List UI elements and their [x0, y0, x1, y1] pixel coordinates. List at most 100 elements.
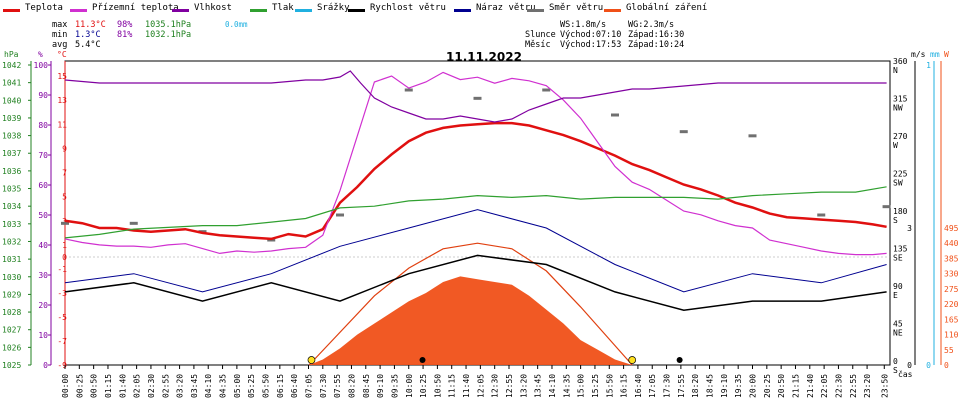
time-tick-label: 02:55	[161, 374, 170, 398]
time-tick-label: 10:50	[433, 374, 442, 398]
pressure-tick-label: 1033	[2, 220, 21, 229]
time-tick-label: 17:55	[677, 374, 686, 398]
humidity-tick-label: 50	[38, 211, 48, 220]
time-tick-label: 05:25	[247, 374, 256, 398]
pressure-tick-label: 1037	[2, 149, 21, 158]
wind-dir-tick-label: 0	[893, 357, 898, 366]
temperature-tick-label: 13	[57, 96, 67, 105]
temperature-tick-label: -3	[57, 289, 67, 298]
axis-header-ms: m/s	[911, 50, 926, 59]
humidity-tick-label: 10	[38, 331, 48, 340]
stat-sunset: Západ:16:30	[628, 30, 685, 40]
pressure-tick-label: 1028	[2, 308, 21, 317]
stat-moon-label: Měsíc	[525, 40, 551, 50]
time-tick-label: 22:30	[834, 374, 843, 398]
time-tick-label: 14:35	[562, 374, 571, 398]
legend-label: Srážky	[317, 3, 350, 13]
wind-dir-tick-label: 45	[893, 320, 903, 329]
wind-dir-point	[748, 134, 757, 138]
wind-dir-tick-label: 315	[893, 95, 908, 104]
wind-dir-tick-label: SE	[893, 254, 903, 263]
pressure-tick-label: 1029	[2, 290, 21, 299]
humidity-tick-label: 30	[38, 271, 48, 280]
wind-dir-point	[129, 221, 138, 225]
pressure-tick-label: 1042	[2, 61, 21, 70]
temperature-tick-label: -9	[57, 361, 67, 370]
time-tick-label: 19:35	[734, 374, 743, 398]
pressure-tick-label: 1041	[2, 79, 21, 88]
wind-dir-tick-label: NW	[893, 104, 903, 113]
wind-dir-point	[404, 88, 413, 92]
time-tick-label: 12:05	[476, 374, 485, 398]
wind-dir-point	[611, 113, 619, 117]
wind-dir-tick-label: NE	[893, 329, 903, 338]
time-tick-label: 17:30	[663, 374, 672, 398]
wind-dir-point	[336, 213, 344, 217]
time-tick-label: 10:25	[419, 374, 428, 398]
time-tick-label: 20:50	[777, 374, 786, 398]
legend-label: Směr větru	[549, 3, 604, 13]
stat-min-label: min	[52, 30, 68, 40]
wind-dir-tick-label: 270	[893, 132, 908, 141]
wind-dir-point	[542, 88, 551, 92]
stat-max-label: max	[52, 20, 68, 30]
time-tick-label: 02:30	[147, 374, 156, 398]
time-tick-label: 00:25	[75, 374, 84, 398]
time-tick-label: 09:10	[376, 374, 385, 398]
temperature-tick-label: 15	[57, 72, 67, 81]
humidity-tick-label: 100	[34, 61, 49, 70]
time-tick-label: 00:00	[61, 374, 70, 398]
wind-dir-tick-label: S	[893, 216, 898, 225]
wind-speed-line	[64, 254, 887, 311]
legend-swatch	[348, 9, 365, 12]
pressure-tick-label: 1038	[2, 132, 21, 141]
wind-speed-tick-label: 3	[907, 224, 912, 233]
pressure-tick-label: 1025	[2, 361, 21, 370]
axis-header-w: W	[944, 50, 949, 59]
legend-label: Tlak	[272, 3, 294, 13]
axis-header-pct: %	[38, 50, 43, 59]
time-tick-label: 04:10	[204, 374, 213, 398]
time-tick-label: 02:05	[133, 374, 142, 398]
time-tick-label: 04:35	[219, 374, 228, 398]
time-tick-label: 16:40	[634, 374, 643, 398]
stat-moonset: Západ:10:24	[628, 40, 685, 50]
wind-dir-tick-label: W	[893, 141, 898, 150]
time-tick-label: 06:40	[290, 374, 299, 398]
wind-dir-point	[679, 130, 688, 134]
time-tick-label: 22:05	[820, 374, 829, 398]
time-tick-label: 23:50	[880, 374, 889, 398]
radiation-tick-label: 110	[944, 331, 959, 340]
wind-gust-line	[64, 209, 887, 293]
legend-swatch	[604, 9, 621, 12]
wind-dir-point	[61, 221, 69, 225]
moonrise-marker	[676, 357, 683, 363]
legend-label: Globální záření	[626, 3, 708, 13]
temperature-tick-label: -1	[57, 265, 67, 274]
humidity-tick-label: 20	[38, 301, 48, 310]
axis-header-mm: mm	[930, 50, 940, 59]
time-tick-label: 14:10	[548, 374, 557, 398]
wind-dir-point	[882, 205, 891, 209]
time-tick-label: 15:50	[605, 374, 614, 398]
temperature-tick-label: 11	[57, 120, 67, 129]
moonset-marker	[419, 357, 426, 363]
time-tick-label: 11:15	[448, 374, 457, 398]
pressure-tick-label: 1034	[2, 202, 21, 211]
time-tick-label: 12:30	[491, 374, 500, 398]
temperature-tick-label: -5	[57, 313, 67, 322]
series-line	[64, 186, 887, 239]
wind-speed-tick-label: 0	[907, 361, 912, 370]
stat-max-rain: 0.0mm	[225, 20, 248, 29]
humidity-tick-label: 0	[43, 361, 48, 370]
time-tick-label: 01:40	[118, 374, 127, 398]
humidity-tick-label: 40	[38, 241, 48, 250]
time-tick-label: 15:00	[577, 374, 586, 398]
legend-label: Přízemní teplota	[92, 3, 179, 13]
pressure-tick-label: 1039	[2, 114, 21, 123]
legend-swatch	[527, 9, 544, 12]
rain-tick-label: 0	[926, 361, 931, 370]
radiation-tick-label: 385	[944, 254, 959, 263]
time-tick-label: 03:20	[176, 374, 185, 398]
